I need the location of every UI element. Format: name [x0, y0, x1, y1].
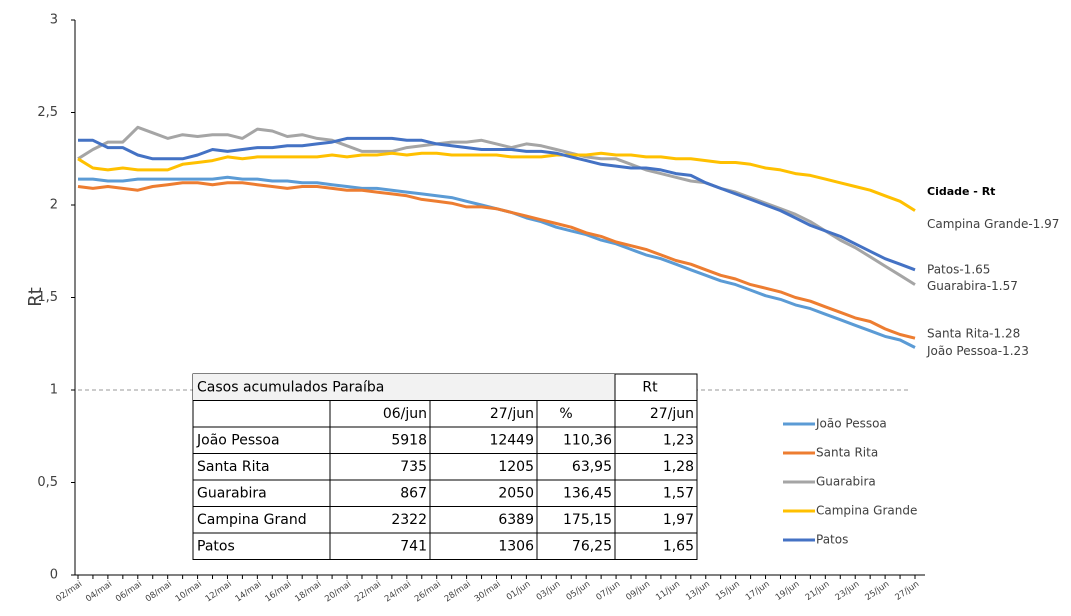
y-tick-label: 0,5	[37, 475, 58, 490]
table-cell: 741	[400, 538, 427, 554]
table-bg	[192, 373, 698, 560]
x-tick-label: 10/mai	[174, 579, 204, 604]
end-labels-title: Cidade - Rt	[927, 185, 995, 198]
table-cell: Campina Grand	[197, 512, 307, 528]
table-cell: 867	[400, 485, 427, 501]
legend-label: Patos	[816, 533, 848, 547]
table-cell: 2322	[391, 512, 427, 528]
y-tick-label: 2,5	[37, 105, 58, 120]
table-cell: 76,25	[572, 538, 612, 554]
x-tick-label: 12/mai	[204, 579, 234, 604]
table-cell: 63,95	[572, 459, 612, 475]
y-tick-label: 3	[50, 13, 58, 28]
x-tick-label: 15/jun	[714, 579, 742, 603]
table-cell: 1306	[498, 538, 534, 554]
x-tick-label: 07/jun	[595, 579, 623, 603]
y-tick-label: 1,5	[37, 290, 58, 305]
table-cell: 1,65	[663, 538, 694, 554]
table-cell: 735	[400, 459, 427, 475]
x-tick-label: 08/mai	[144, 579, 174, 604]
y-tick-label: 1	[50, 383, 58, 398]
table-cell: 5918	[391, 432, 427, 448]
legend-label: Guarabira	[816, 475, 876, 489]
table-header: 27/jun	[650, 406, 694, 422]
table-cell: 1,57	[663, 485, 694, 501]
x-tick-label: 13/jun	[684, 579, 712, 603]
table-cell: Santa Rita	[197, 459, 270, 475]
x-tick-label: 28/mai	[443, 579, 473, 604]
x-tick-label: 16/mai	[263, 579, 293, 604]
table-cell: 175,15	[563, 512, 612, 528]
x-tick-label: 05/jun	[565, 579, 593, 603]
x-tick-label: 23/jun	[834, 579, 862, 603]
table-header: 27/jun	[490, 406, 534, 422]
legend-label: João Pessoa	[815, 417, 887, 431]
table-header: %	[559, 406, 572, 422]
x-tick-label: 06/mai	[114, 579, 144, 604]
x-tick-label: 17/jun	[744, 579, 772, 603]
x-tick-label: 03/jun	[535, 579, 563, 603]
x-tick-label: 22/mai	[353, 579, 383, 604]
x-tick-label: 27/jun	[893, 579, 921, 603]
table-cell: Patos	[197, 538, 235, 554]
series-line	[78, 136, 916, 272]
end-label: Santa Rita-1.28	[927, 327, 1020, 341]
x-tick-label: 21/jun	[804, 579, 832, 603]
end-label: Campina Grande-1.97	[927, 217, 1059, 231]
table: Casos acumulados Paraíba Rt 06/jun 27/jun% 2…	[192, 373, 698, 560]
end-label: Guarabira-1.57	[927, 279, 1018, 293]
table-cell: João Pessoa	[196, 432, 280, 448]
x-tick-label: 30/mai	[473, 579, 503, 604]
table-title: Casos acumulados Paraíba	[197, 379, 384, 395]
legend-label: Campina Grande	[816, 504, 917, 518]
y-tick-label: 0	[50, 568, 58, 583]
legend-label: Santa Rita	[816, 446, 878, 460]
y-tick-label: 2	[50, 198, 58, 213]
y-axis-label: Rt	[25, 287, 46, 307]
x-tick-label: 25/jun	[864, 579, 892, 603]
series-line	[77, 181, 916, 340]
table-title-bg	[193, 374, 615, 401]
x-tick-label: 18/mai	[293, 579, 323, 604]
table-cell: 2050	[498, 485, 534, 501]
x-tick-label: 01/jun	[505, 579, 533, 603]
table-cell: 1,97	[663, 512, 694, 528]
x-tick-label: 20/mai	[323, 579, 353, 604]
x-tick-label: 19/jun	[774, 579, 802, 603]
series-line	[77, 151, 916, 212]
table-header: 06/jun	[383, 406, 427, 422]
x-tick-label: 02/mai	[54, 579, 84, 604]
table-cell: 136,45	[563, 485, 612, 501]
table-cell: Guarabira	[197, 485, 267, 501]
series-line	[77, 125, 916, 286]
table-cell: 6389	[498, 512, 534, 528]
x-tick-label: 26/mai	[413, 579, 443, 604]
table-cell: 1,23	[663, 432, 694, 448]
x-tick-label: 24/mai	[383, 579, 413, 604]
table-cell: 1205	[498, 459, 534, 475]
table-rt-title: Rt	[642, 379, 658, 395]
end-label: Patos-1.65	[927, 262, 990, 276]
end-label: João Pessoa-1.23	[926, 344, 1029, 358]
x-tick-label: 09/jun	[624, 579, 652, 603]
series-line	[78, 175, 916, 349]
x-tick-label: 04/mai	[84, 579, 114, 604]
x-tick-label: 14/mai	[234, 579, 264, 604]
table-cell: 110,36	[563, 432, 612, 448]
x-tick-label: 11/jun	[654, 579, 682, 603]
table-cell: 1,28	[663, 459, 694, 475]
table-cell: 12449	[489, 432, 534, 448]
